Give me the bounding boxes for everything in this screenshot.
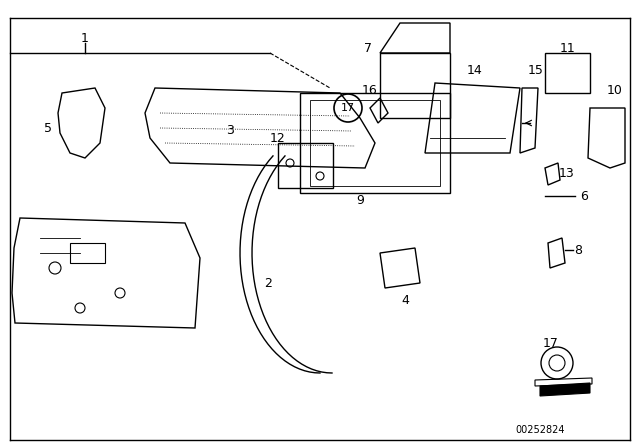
- Text: 2: 2: [264, 276, 272, 289]
- Text: 13: 13: [559, 167, 575, 180]
- Bar: [380, 53, 450, 118]
- Bar: [278, 143, 333, 188]
- Text: 14: 14: [467, 64, 483, 77]
- Polygon shape: [540, 383, 590, 396]
- Text: 15: 15: [528, 64, 544, 77]
- Text: 11: 11: [560, 42, 576, 55]
- Bar: [70, 243, 105, 263]
- Text: 10: 10: [607, 83, 623, 96]
- Text: 00252824: 00252824: [515, 425, 564, 435]
- Text: 3: 3: [226, 124, 234, 137]
- Text: 5: 5: [44, 121, 52, 134]
- Text: 17: 17: [341, 103, 355, 113]
- Bar: [545, 53, 590, 93]
- Text: 7: 7: [364, 42, 372, 55]
- Text: 8: 8: [574, 244, 582, 257]
- Text: 1: 1: [81, 31, 89, 44]
- Text: 6: 6: [580, 190, 588, 202]
- Text: 16: 16: [362, 83, 378, 96]
- Text: 17: 17: [543, 336, 559, 349]
- Text: 9: 9: [356, 194, 364, 207]
- Text: 4: 4: [401, 293, 409, 306]
- Text: 12: 12: [270, 132, 286, 145]
